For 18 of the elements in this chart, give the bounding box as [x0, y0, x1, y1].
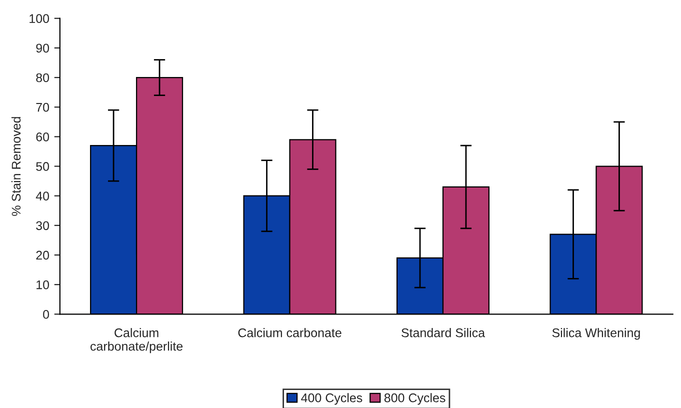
y-tick-label: 50: [36, 162, 50, 171]
x-tick-label: Silica Whitening: [552, 328, 640, 340]
y-tick-label: 70: [36, 102, 50, 112]
x-tick-label: Calcium carbonate/perlite: [90, 328, 183, 354]
y-tick-label: 40: [36, 192, 50, 200]
y-tick-label: 10: [36, 280, 50, 290]
x-tick-label: Standard Silica: [402, 328, 486, 338]
y-tick-label: 60: [36, 132, 50, 142]
y-tick-label: 0: [43, 310, 50, 319]
y-tick-label: 30: [36, 221, 50, 230]
legend-label: 400 Cycles: [301, 393, 362, 405]
y-tick-label: 20: [36, 250, 50, 260]
y-axis-title: % Stain Removed: [11, 117, 21, 216]
legend-label: 800 Cycles: [384, 393, 446, 405]
y-tick-label: 100: [30, 14, 50, 24]
y-tick-label: 80: [36, 73, 50, 82]
x-tick-label: Calcium carbonate: [238, 328, 342, 338]
y-tick-label: 90: [36, 44, 50, 53]
